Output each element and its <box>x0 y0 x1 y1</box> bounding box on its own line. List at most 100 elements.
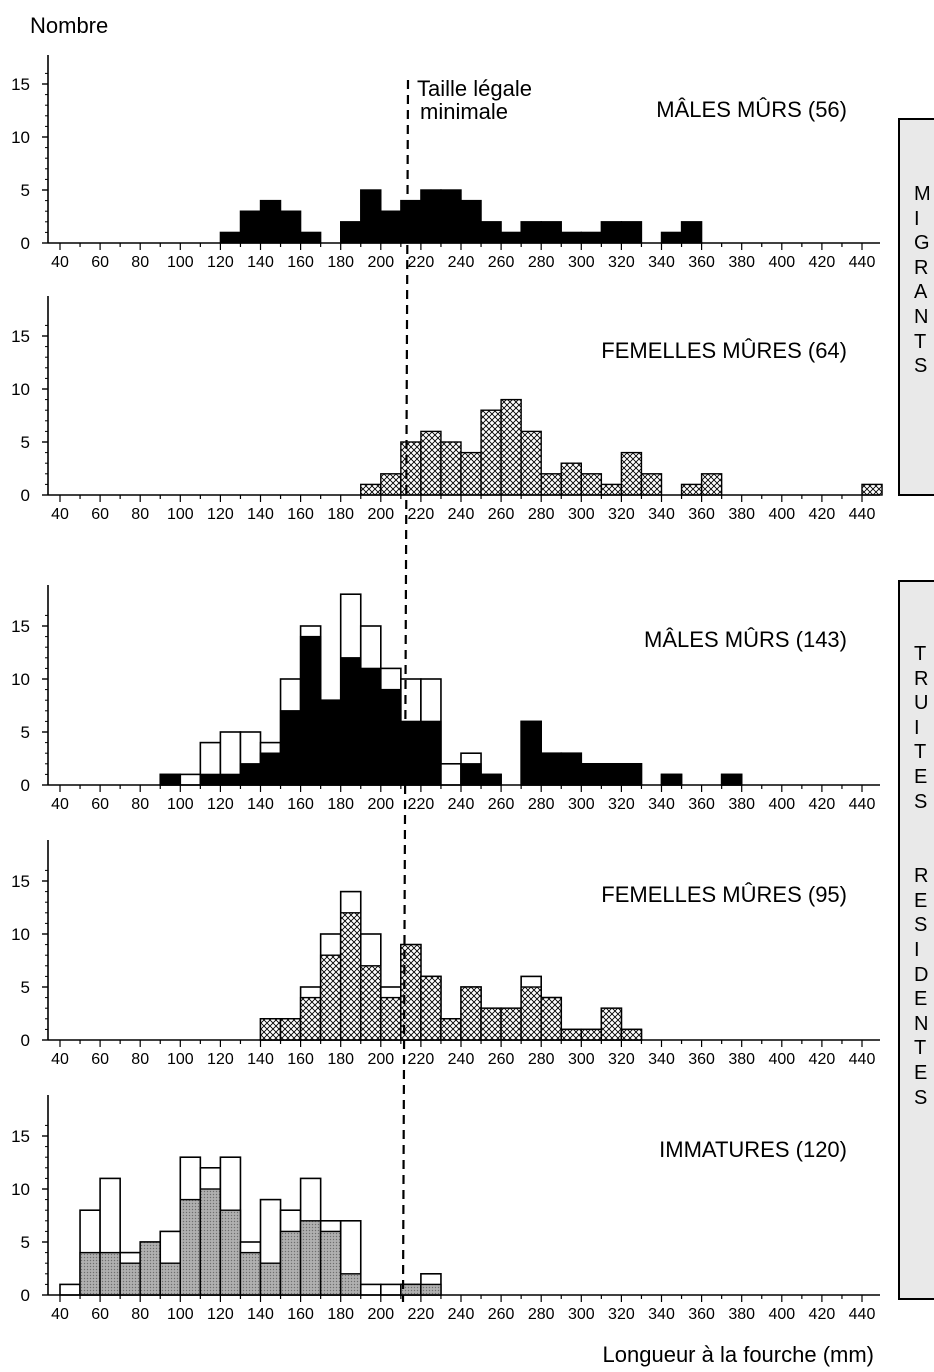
bar <box>299 231 322 244</box>
x-tick-label: 100 <box>167 796 194 813</box>
x-tick-label: 60 <box>91 1051 109 1068</box>
x-tick-label: 180 <box>327 1306 354 1323</box>
bar <box>259 1262 282 1296</box>
bar-total <box>440 762 462 786</box>
y-tick-label: 15 <box>11 1127 30 1146</box>
bar <box>319 1230 342 1296</box>
bar <box>259 752 282 786</box>
x-tick-label: 180 <box>327 254 354 271</box>
x-tick-label: 440 <box>849 1051 876 1068</box>
x-axis-title: Longueur à la fourche (mm) <box>603 1342 874 1367</box>
x-tick-label: 40 <box>51 506 69 523</box>
bar <box>340 912 362 1041</box>
x-tick-label: 80 <box>131 796 149 813</box>
bar-total <box>59 1283 81 1296</box>
x-tick-label: 440 <box>849 254 876 271</box>
bar <box>199 1188 222 1296</box>
bar <box>580 231 603 244</box>
bar <box>219 773 242 786</box>
bar <box>560 462 582 496</box>
x-tick-label: 100 <box>167 1051 194 1068</box>
x-tick-label: 340 <box>648 1051 675 1068</box>
bar <box>600 763 623 786</box>
x-tick-label: 200 <box>367 796 394 813</box>
x-tick-label: 420 <box>809 1306 836 1323</box>
bar <box>580 473 603 496</box>
bar <box>340 1273 362 1296</box>
x-tick-label: 120 <box>207 254 234 271</box>
x-tick-label: 420 <box>809 796 836 813</box>
bar <box>520 986 542 1041</box>
x-tick-label: 300 <box>568 254 595 271</box>
x-tick-label: 120 <box>207 796 234 813</box>
x-tick-label: 80 <box>131 1306 149 1323</box>
x-tick-label: 60 <box>91 796 109 813</box>
bar <box>139 1241 161 1296</box>
x-tick-label: 40 <box>51 1051 69 1068</box>
x-tick-label: 100 <box>167 254 194 271</box>
bar <box>79 1251 101 1296</box>
bar <box>480 1007 502 1041</box>
histogram-panel: 0 5 10 15 40 60 80 100 120 140 160 180 200 220 240 260 2… <box>11 840 880 1068</box>
bar <box>360 483 382 496</box>
bar <box>600 483 623 496</box>
bar <box>239 210 262 244</box>
bar <box>460 199 482 244</box>
x-tick-label: 180 <box>327 1051 354 1068</box>
y-tick-label: 15 <box>11 872 30 891</box>
x-tick-label: 280 <box>528 1306 555 1323</box>
bar <box>540 996 562 1041</box>
bar <box>219 1209 242 1296</box>
bar <box>400 199 422 244</box>
x-tick-label: 160 <box>287 506 314 523</box>
x-tick-label: 240 <box>448 506 475 523</box>
bar <box>500 231 522 244</box>
bar <box>259 199 282 244</box>
bar <box>600 221 623 244</box>
x-tick-label: 200 <box>367 1051 394 1068</box>
y-tick-label: 15 <box>11 327 30 346</box>
x-tick-label: 240 <box>448 796 475 813</box>
x-tick-label: 300 <box>568 1306 595 1323</box>
x-tick-label: 380 <box>728 796 755 813</box>
x-tick-label: 220 <box>408 796 435 813</box>
bar <box>159 1262 181 1296</box>
bar <box>299 1220 322 1296</box>
y-tick-label: 15 <box>11 75 30 94</box>
bar <box>620 451 643 496</box>
x-tick-label: 420 <box>809 506 836 523</box>
bar <box>660 231 683 244</box>
bar <box>259 1018 282 1041</box>
bar <box>159 773 181 786</box>
x-tick-label: 400 <box>768 1051 795 1068</box>
bar <box>560 752 582 786</box>
bar <box>540 221 562 244</box>
bar <box>520 430 542 496</box>
y-tick-label: 0 <box>21 1286 30 1305</box>
x-tick-label: 120 <box>207 1306 234 1323</box>
bar <box>861 483 883 496</box>
legal-min-size-label: Taille légale <box>417 76 532 101</box>
x-tick-label: 40 <box>51 1306 69 1323</box>
bar <box>380 996 402 1041</box>
histogram-panel: 0 5 10 15 40 60 80 100 120 140 160 180 200 220 240 260 2… <box>11 55 880 271</box>
bar <box>440 441 462 496</box>
bar <box>179 1198 202 1296</box>
bar <box>520 221 542 244</box>
bar <box>239 763 262 786</box>
x-tick-label: 200 <box>367 254 394 271</box>
bar <box>580 763 603 786</box>
bar <box>279 1230 302 1296</box>
bar-total <box>179 773 202 786</box>
panel-title: MÂLES MÛRS (143) <box>644 627 847 652</box>
x-tick-label: 400 <box>768 1306 795 1323</box>
bar <box>340 657 362 786</box>
histogram-panel: 0 5 10 15 40 60 80 100 120 140 160 180 200 220 240 260 2… <box>11 585 880 813</box>
bar <box>319 699 342 786</box>
bar <box>540 752 562 786</box>
x-tick-label: 280 <box>528 1051 555 1068</box>
x-tick-label: 260 <box>488 796 515 813</box>
